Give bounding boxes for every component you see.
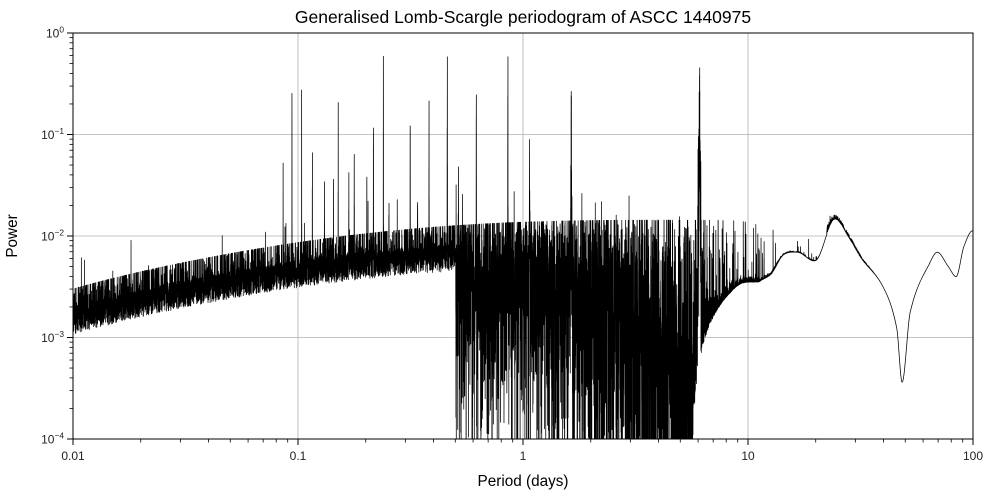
svg-text:1: 1 <box>520 449 527 463</box>
svg-text:0.01: 0.01 <box>61 449 85 463</box>
svg-text:Power: Power <box>4 214 21 257</box>
svg-text:0.1: 0.1 <box>290 449 307 463</box>
svg-text:10: 10 <box>741 449 755 463</box>
svg-text:100: 100 <box>963 449 983 463</box>
svg-text:Generalised Lomb-Scargle perio: Generalised Lomb-Scargle periodogram of … <box>295 7 751 27</box>
svg-text:Period (days): Period (days) <box>478 473 569 490</box>
